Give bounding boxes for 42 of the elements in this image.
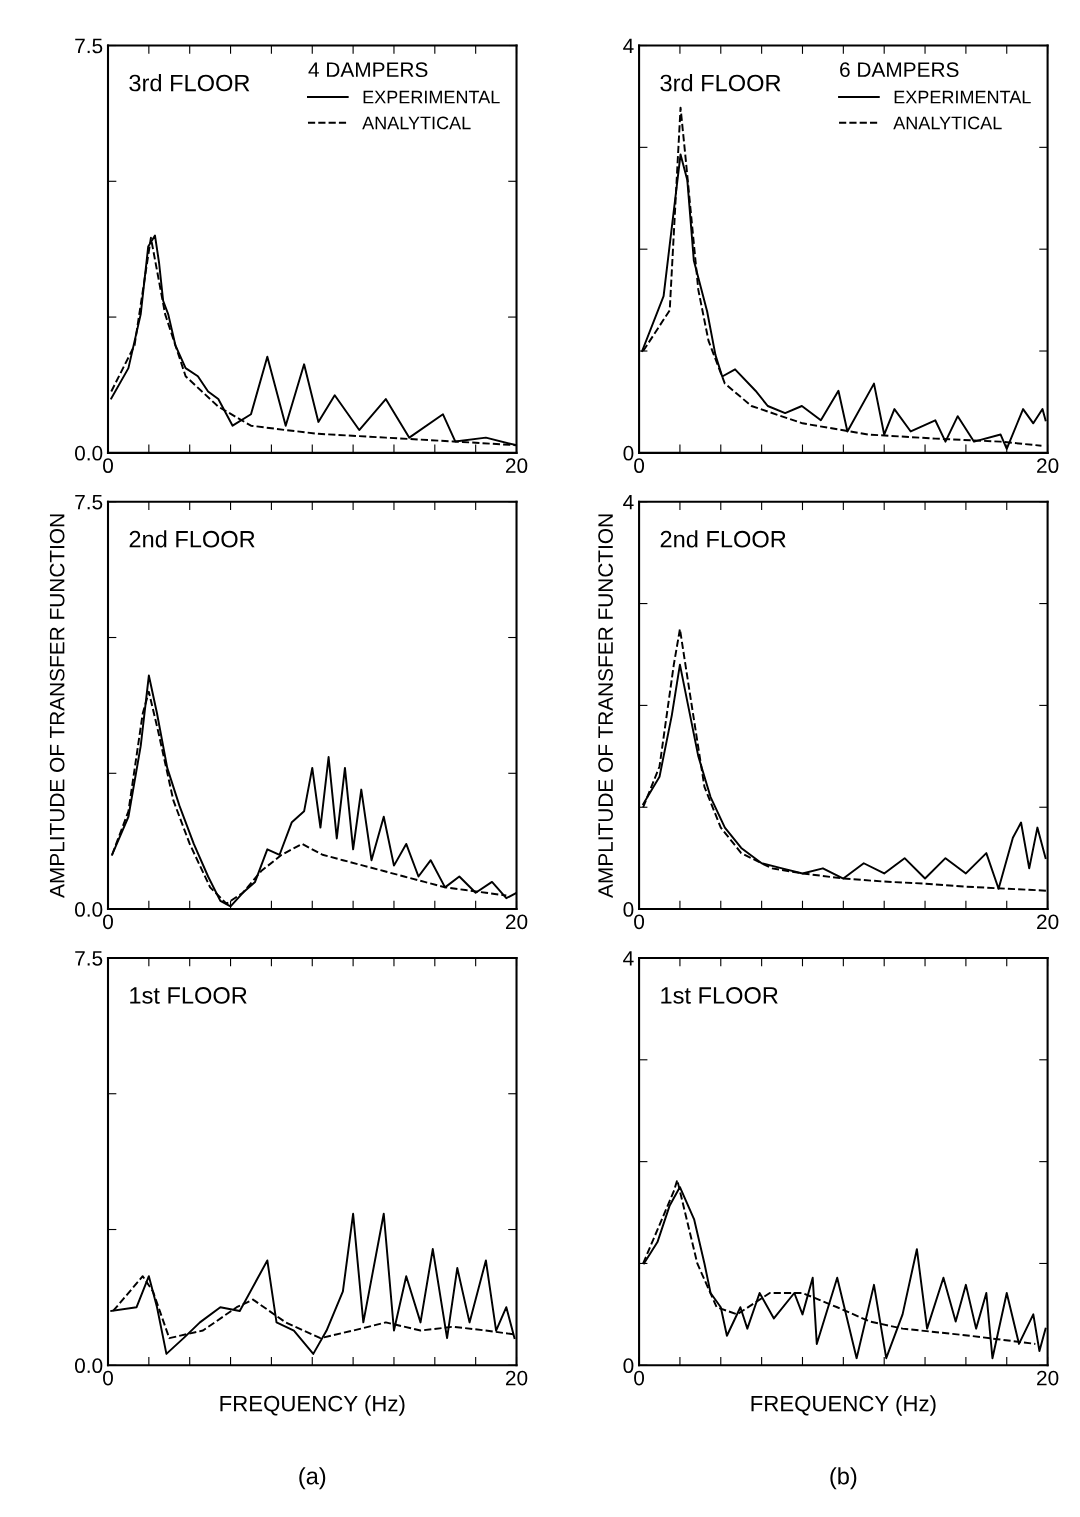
- x-tick-label: 20: [1037, 1370, 1059, 1386]
- x-tick-label: 20: [505, 458, 528, 474]
- text: (a): [299, 1467, 326, 1490]
- y-tick-label: 0: [623, 902, 634, 917]
- x-tick-label: 0: [103, 458, 113, 474]
- text: 1st FLOOR: [130, 987, 247, 1004]
- y-tick-label: 7.5: [75, 951, 103, 966]
- y-tick-label: 7.5: [75, 494, 103, 510]
- text: 3rd FLOOR: [129, 74, 250, 92]
- x-tick-label: 20: [1037, 458, 1059, 474]
- y-tick-label: 7.5: [75, 38, 103, 54]
- legend-label: EXPERIMENTAL: [363, 90, 500, 104]
- y-tick-label: 4: [623, 494, 634, 510]
- y-tick-label: 0.0: [74, 902, 103, 917]
- y-axis-title: AMPLITUDE OF TRANSFER FUNCTION: [598, 514, 613, 898]
- x-tick-label: 0: [103, 1370, 113, 1386]
- y-tick-label: 4: [623, 951, 634, 966]
- legend-label: ANALYTICAL: [362, 116, 471, 130]
- x-tick-label: 20: [1037, 914, 1059, 930]
- y-tick-label: 0: [623, 1358, 634, 1374]
- y-tick-label: 4: [623, 38, 634, 54]
- text: (b): [830, 1467, 857, 1490]
- text: 3rd FLOOR: [660, 74, 781, 92]
- y-tick-label: 0.0: [74, 1358, 103, 1374]
- legend-label: EXPERIMENTAL: [894, 90, 1031, 104]
- text: 2nd FLOOR: [660, 530, 786, 548]
- legend-title: 4 DAMPERS: [308, 62, 428, 78]
- y-tick-label: 0: [623, 445, 634, 461]
- x-tick-label: 0: [634, 1370, 645, 1386]
- text: 2nd FLOOR: [129, 530, 255, 548]
- x-tick-label: 20: [505, 1370, 528, 1386]
- x-tick-label: 0: [103, 914, 113, 930]
- x-tick-label: 0: [634, 458, 645, 474]
- x-axis-title: FREQUENCY (Hz): [751, 1395, 936, 1416]
- legend-label: ANALYTICAL: [893, 116, 1002, 130]
- legend-title: 6 DAMPERS: [840, 62, 959, 78]
- y-tick-label: 0.0: [74, 445, 103, 461]
- text: 1st FLOOR: [661, 987, 778, 1004]
- x-tick-label: 20: [505, 914, 528, 930]
- y-axis-title: AMPLITUDE OF TRANSFER FUNCTION: [49, 514, 65, 898]
- x-tick-label: 0: [634, 914, 645, 930]
- x-axis-title: FREQUENCY (Hz): [220, 1395, 405, 1416]
